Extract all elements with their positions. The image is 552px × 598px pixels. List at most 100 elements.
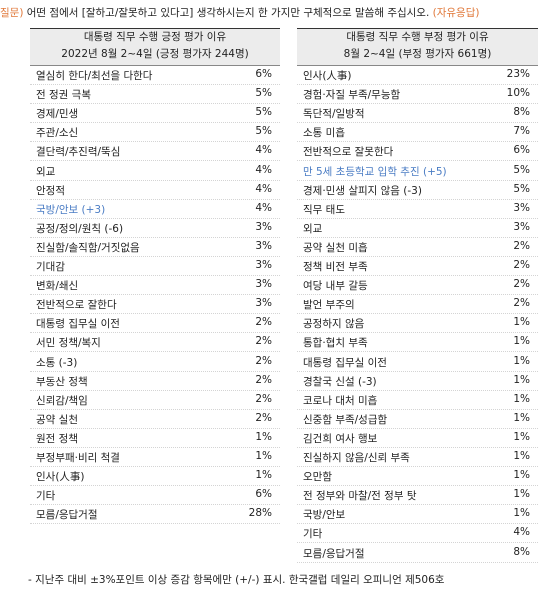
table-row: 공약 실천 2% [30, 409, 280, 429]
table-row: 원전 정책 1% [30, 428, 280, 448]
row-value: 3% [255, 297, 272, 310]
table-header: 대통령 직무 수행 부정 평가 이유 8월 2~4일 (부정 평가자 661명) [297, 29, 538, 66]
row-value: 2% [255, 316, 272, 329]
row-value: 3% [255, 220, 272, 233]
table-row: 외교 3% [297, 218, 538, 238]
row-label: 외교 [36, 165, 56, 178]
row-value: 6% [513, 144, 530, 157]
question-prefix: 질문) [0, 7, 24, 19]
row-label: 전반적으로 잘한다 [36, 299, 117, 312]
table-row: 코로나 대처 미흡 1% [297, 390, 538, 410]
row-value: 5% [255, 106, 272, 119]
table-row: 통합·협치 부족 1% [297, 332, 538, 353]
row-value: 4% [255, 163, 272, 176]
row-value: 1% [513, 411, 530, 424]
table-row: 외교 4% [30, 161, 280, 181]
row-label: 대통령 집무실 이전 [303, 356, 387, 369]
row-value: 1% [255, 469, 272, 482]
table-row: 국방/안보 (+3) 4% [30, 199, 280, 219]
positive-table: 대통령 직무 수행 긍정 평가 이유 2022년 8월 2~4일 (긍정 평가자 … [30, 28, 280, 525]
row-label: 부정부패·비리 척결 [36, 452, 120, 464]
row-value: 4% [513, 526, 530, 539]
row-label: 모름/응답거절 [303, 547, 365, 560]
table-row: 발언 부주의 2% [297, 294, 538, 315]
row-value: 4% [255, 182, 272, 195]
table-row: 소통 (-3) 2% [30, 352, 280, 372]
table-row: 모름/응답거절 8% [297, 543, 538, 563]
table-subtitle: 2022년 8월 2~4일 (긍정 평가자 244명) [61, 48, 249, 60]
row-value: 4% [255, 144, 272, 157]
table-row: 인사(人事) 1% [30, 466, 280, 487]
row-label: 공정/정의/원칙 (-6) [36, 222, 124, 235]
table-row: 부동산 정책 2% [30, 371, 280, 391]
table-row: 김건희 여사 행보 1% [297, 428, 538, 448]
row-value: 1% [513, 335, 530, 348]
question: 질문) 어떤 점에서 [잘하고/잘못하고 있다고] 생각하시는지 한 가지만 구… [0, 5, 479, 20]
table-row: 기타 4% [297, 523, 538, 544]
table-row: 공정하지 않음 1% [297, 313, 538, 334]
row-value: 8% [513, 545, 530, 558]
table-row: 기타 6% [30, 485, 280, 506]
row-label: 서민 정책/복지 [36, 337, 101, 350]
row-label: 인사(人事) [303, 70, 352, 82]
row-label: 발언 부주의 [303, 299, 355, 312]
row-label: 직무 태도 [303, 203, 345, 216]
row-label: 인사(人事) [36, 471, 85, 484]
row-label: 전 정권 극복 [36, 89, 91, 102]
negative-table: 대통령 직무 수행 부정 평가 이유 8월 2~4일 (부정 평가자 661명) 인… [297, 28, 538, 563]
row-label: 공약 실천 [36, 413, 78, 426]
table-row: 신중함 부족/성급함 1% [297, 409, 538, 429]
row-value: 10% [506, 87, 530, 100]
row-value: 1% [513, 430, 530, 443]
row-label: 기타 [36, 490, 56, 503]
table-row: 모름/응답거절 28% [30, 504, 280, 525]
table-subtitle: 8월 2~4일 (부정 평가자 661명) [343, 48, 492, 60]
row-label: 전반적으로 잘못한다 [303, 146, 394, 159]
table-row: 신뢰감/책임 2% [30, 390, 280, 410]
row-label: 소통 (-3) [36, 356, 78, 369]
row-value: 3% [513, 220, 530, 233]
table-row: 경험·자질 부족/무능함 10% [297, 84, 538, 105]
row-value: 3% [255, 278, 272, 291]
row-label: 김건희 여사 행보 [303, 432, 378, 445]
table-row: 국방/안보 1% [297, 504, 538, 525]
row-label: 오만함 [303, 471, 332, 484]
table-row: 변화/쇄신 3% [30, 275, 280, 296]
row-label: 전 정부와 마찰/전 정부 탓 [303, 490, 417, 503]
row-label: 경제·민생 살피지 않음 (-3) [303, 184, 422, 197]
row-label: 결단력/추진력/뚝심 [36, 146, 121, 159]
row-label: 외교 [303, 222, 323, 235]
table-row: 전 정부와 마찰/전 정부 탓 1% [297, 485, 538, 506]
row-value: 2% [255, 392, 272, 405]
row-value: 1% [255, 450, 272, 462]
row-value: 3% [513, 201, 530, 214]
row-label: 경제/민생 [36, 108, 79, 121]
row-label: 경험·자질 부족/무능함 [303, 89, 401, 102]
table-row: 진실하지 않음/신뢰 부족 1% [297, 447, 538, 467]
row-value: 1% [513, 354, 530, 367]
table-row: 공약 실천 미흡 2% [297, 237, 538, 257]
row-label: 모름/응답거절 [36, 509, 98, 522]
row-value: 1% [513, 507, 530, 520]
question-suffix: (자유응답) [432, 7, 480, 19]
row-label: 국방/안보 [303, 509, 346, 522]
table-row: 열심히 한다/최선을 다한다 6% [30, 65, 280, 85]
row-value: 28% [248, 507, 272, 520]
row-value: 2% [255, 354, 272, 367]
row-label: 공정하지 않음 [303, 318, 365, 331]
row-value: 1% [513, 450, 530, 462]
table-row: 독단적/일방적 8% [297, 103, 538, 124]
table-row: 직무 태도 3% [297, 199, 538, 219]
row-value: 5% [513, 163, 530, 176]
row-value: 8% [513, 106, 530, 119]
table-row: 전 정권 극복 5% [30, 84, 280, 105]
table-row: 대통령 집무실 이전 2% [30, 313, 280, 334]
row-label: 신뢰감/책임 [36, 394, 88, 407]
row-value: 4% [255, 201, 272, 214]
table-row: 주관/소신 5% [30, 122, 280, 143]
row-label: 열심히 한다/최선을 다한다 [36, 70, 153, 82]
table-row: 여당 내부 갈등 2% [297, 275, 538, 296]
table-row: 기대감 3% [30, 256, 280, 276]
row-label: 변화/쇄신 [36, 280, 79, 293]
row-value: 7% [513, 125, 530, 138]
